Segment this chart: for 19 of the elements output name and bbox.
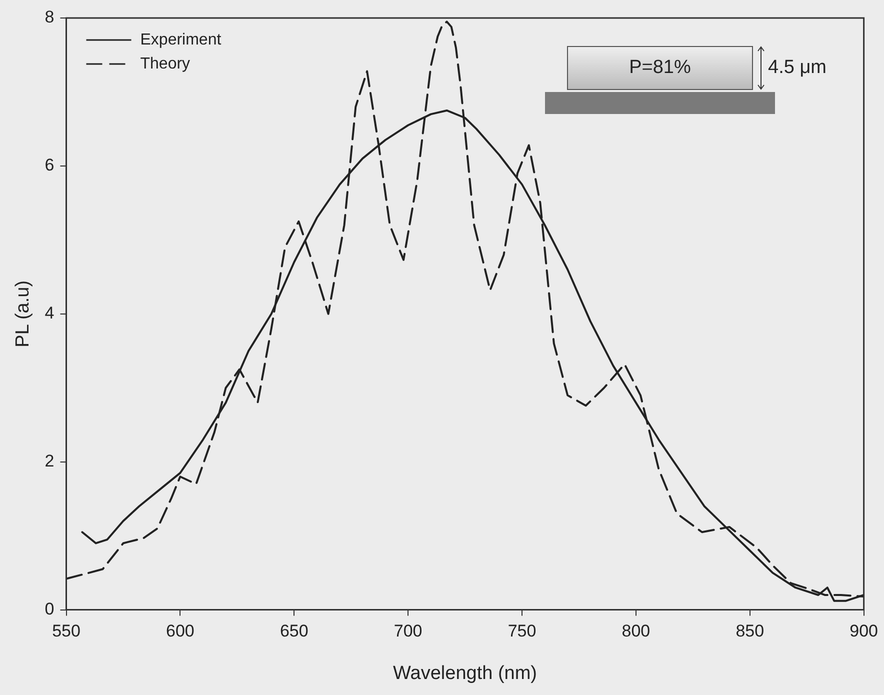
y-tick-label: 0 <box>44 599 54 618</box>
x-tick-label: 700 <box>394 622 422 641</box>
x-tick-label: 850 <box>736 622 764 641</box>
x-tick-label: 900 <box>850 622 878 641</box>
y-tick-label: 8 <box>44 8 54 27</box>
x-tick-label: 750 <box>508 622 536 641</box>
y-tick-label: 2 <box>44 452 54 471</box>
x-tick-label: 600 <box>166 622 194 641</box>
annotation: P=81% <box>567 48 753 88</box>
x-axis-title: Wavelength (nm) <box>393 662 538 684</box>
legend-label: Experiment <box>140 31 222 48</box>
legend-label: Theory <box>140 55 190 72</box>
y-axis-title: PL (a.u) <box>12 280 34 348</box>
y-tick-label: 6 <box>44 156 54 175</box>
x-tick-label: 650 <box>280 622 308 641</box>
annotation: 4.5 μm <box>768 56 826 80</box>
x-tick-label: 550 <box>52 622 80 641</box>
x-tick-label: 800 <box>622 622 650 641</box>
y-tick-label: 4 <box>44 304 54 323</box>
